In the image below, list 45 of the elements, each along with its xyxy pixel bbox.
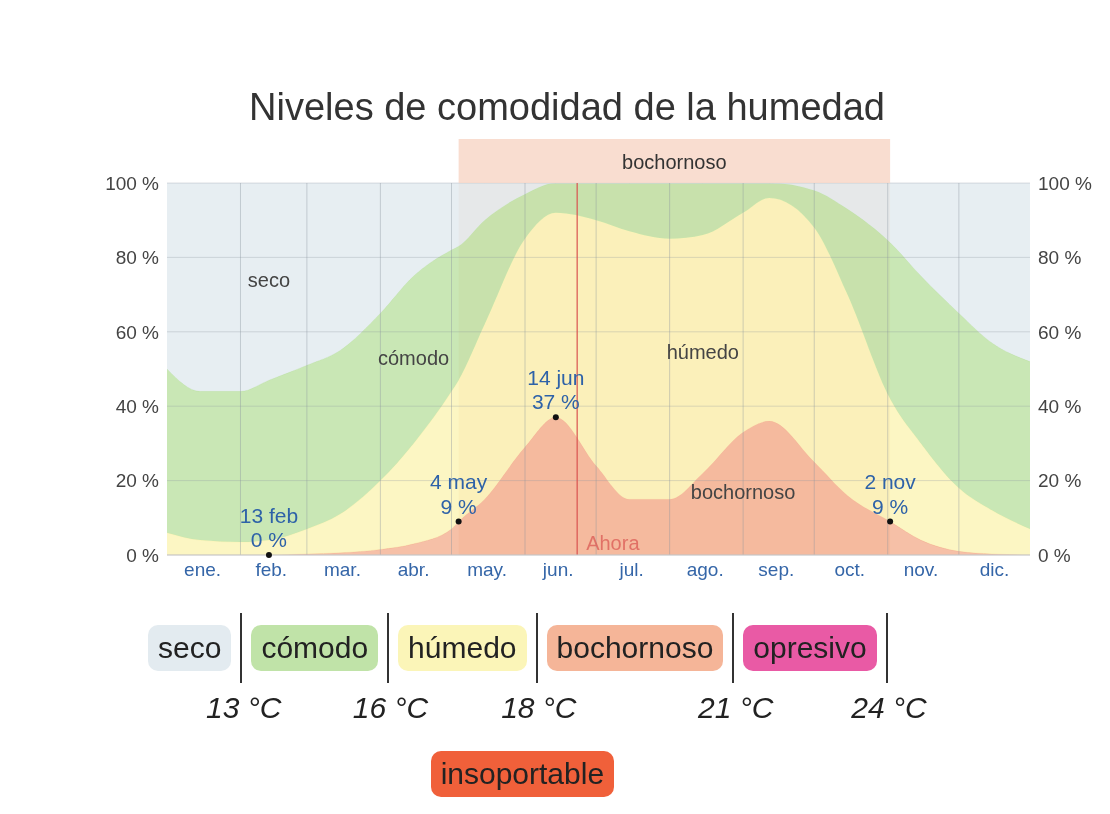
annotation: 13 feb 0 % — [239, 503, 299, 551]
series-label: seco — [247, 268, 291, 291]
chart-title: Niveles de comodidad de la humedad — [248, 86, 886, 129]
x-tick-label: jul. — [618, 559, 644, 581]
y2-tick-label: 20 % — [1038, 470, 1082, 492]
y2-tick-label: 40 % — [1038, 395, 1082, 417]
text: 21 °C — [697, 691, 774, 725]
category-label: bochornoso — [546, 625, 724, 671]
series-label: húmedo — [666, 341, 739, 364]
x-tick-label: jun. — [541, 559, 574, 581]
text: 24 °C — [851, 691, 927, 725]
y-tick-label: 80 % — [115, 247, 160, 269]
y-tick-label: 20 % — [115, 470, 160, 492]
category-label: insoportable — [430, 751, 615, 797]
x-tick-label: abr. — [397, 559, 430, 581]
y-tick-label: 100 % — [105, 172, 160, 194]
x-tick-label: dic. — [979, 559, 1010, 581]
y-tick-label: 60 % — [115, 321, 160, 343]
category-label: opresivo — [743, 625, 877, 671]
category-label: húmedo — [398, 625, 527, 671]
category-label: seco — [148, 625, 232, 671]
text: 13 °C — [206, 691, 282, 725]
band-label: bochornoso — [622, 151, 727, 173]
series-label: cómodo — [377, 346, 450, 369]
series-label: bochornoso — [690, 480, 796, 503]
x-tick-label: sep. — [758, 559, 795, 581]
ref-line-label: Ahora — [586, 532, 641, 554]
x-tick-label: mar. — [323, 559, 361, 581]
x-tick-label: oct. — [834, 559, 866, 581]
x-tick-label: may. — [467, 559, 507, 581]
annotation: 2 nov 9 % — [864, 470, 917, 518]
text: 18 °C — [501, 691, 577, 725]
y-tick-label: 0 % — [126, 544, 160, 566]
y-tick-label: 40 % — [115, 395, 160, 417]
x-tick-label: nov. — [903, 559, 939, 581]
y2-tick-label: 60 % — [1038, 321, 1082, 343]
y2-tick-label: 0 % — [1038, 544, 1071, 566]
y2-tick-label: 80 % — [1038, 247, 1082, 269]
category-label: cómodo — [251, 625, 379, 671]
annotation: 4 may 9 % — [430, 470, 488, 518]
text: 16 °C — [352, 691, 429, 725]
x-tick-label: ago. — [686, 559, 724, 581]
x-tick-label: ene. — [184, 559, 222, 581]
x-tick-label: feb. — [255, 559, 288, 581]
y2-tick-label: 100 % — [1038, 172, 1092, 194]
